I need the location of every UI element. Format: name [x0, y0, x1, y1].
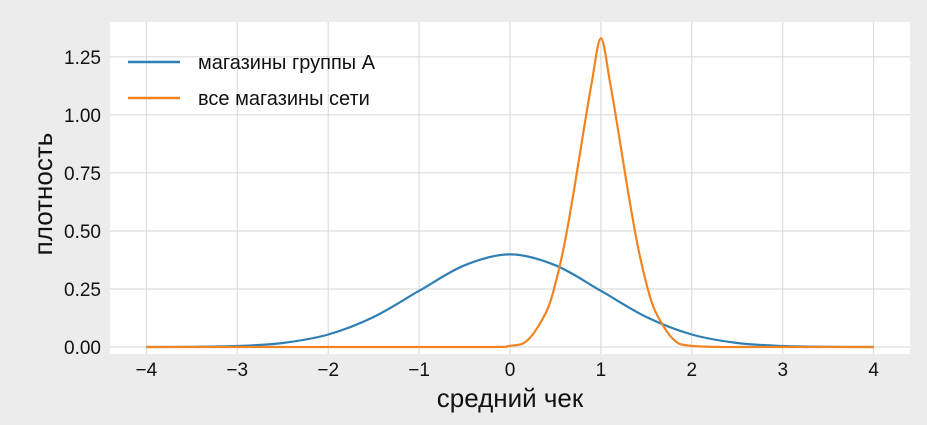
series-line-1	[146, 253, 874, 349]
y-tick-label: 0.50	[64, 222, 101, 243]
legend: магазины группы А все магазины сети	[128, 52, 376, 110]
x-tick-label: −2	[317, 360, 339, 381]
x-axis-ticks: −4 −3 −2 −1 0 1 2 3 4	[136, 360, 880, 381]
x-tick-label: 2	[687, 360, 698, 381]
x-tick-label: 4	[868, 360, 879, 381]
x-tick-label: 3	[777, 360, 788, 381]
x-tick-label: −3	[226, 360, 248, 381]
legend-label: магазины группы А	[198, 52, 376, 74]
y-tick-label: 1.00	[64, 106, 101, 127]
legend-label: все магазины сети	[198, 88, 370, 110]
x-tick-label: −1	[408, 360, 430, 381]
y-axis-ticks: 0.00 0.25 0.50 0.75 1.00 1.25	[64, 48, 101, 359]
x-tick-label: 0	[505, 360, 516, 381]
x-axis-label: средний чек	[437, 383, 584, 413]
series-line-2	[146, 37, 874, 349]
y-tick-label: 0.75	[64, 164, 101, 185]
y-axis-label: плотность	[28, 133, 58, 256]
x-tick-label: −4	[136, 360, 158, 381]
series-layer	[146, 37, 874, 349]
y-tick-label: 0.25	[64, 280, 101, 301]
x-tick-label: 1	[596, 360, 607, 381]
y-tick-label: 0.00	[64, 338, 101, 359]
y-tick-label: 1.25	[64, 48, 101, 69]
